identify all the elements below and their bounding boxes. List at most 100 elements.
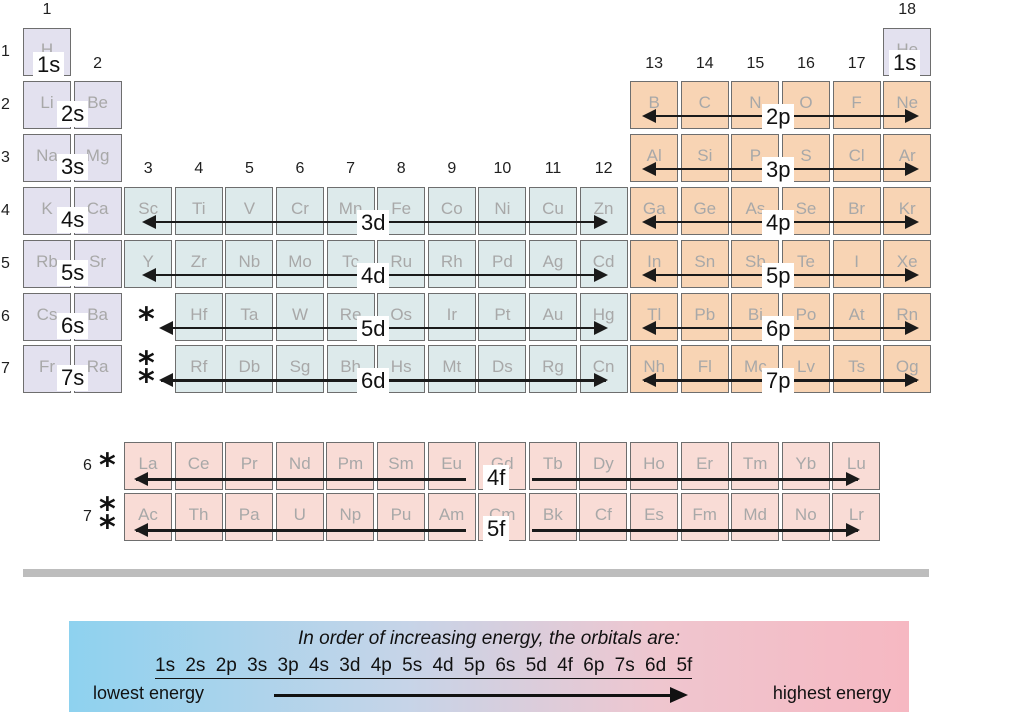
element-cell: U [275, 493, 324, 541]
element-symbol: Rh [440, 251, 463, 271]
legend-orbital: 4d [432, 655, 454, 676]
element-cell: Ir [427, 292, 476, 341]
legend-orbital: 5s [402, 655, 423, 676]
element-cell: Yb [781, 442, 830, 490]
element-cell: Dy [579, 442, 628, 490]
element-cell: Ni [478, 186, 527, 235]
element-symbol: P [749, 145, 762, 165]
orbital-label-p: 7p [762, 368, 795, 395]
element-symbol: Fm [692, 505, 717, 524]
lanthanide-marker: * [138, 299, 155, 338]
element-cell: Db [225, 345, 274, 394]
element-symbol: Cs [36, 304, 58, 324]
element-cell: Nd [275, 442, 324, 490]
element-symbol: K [41, 198, 53, 218]
group-label: 4 [194, 160, 204, 177]
element-symbol: Kr [898, 198, 916, 218]
element-symbol: Nb [238, 251, 261, 271]
orbital-label-d: 5d [357, 315, 390, 342]
actinide-marker: ** [138, 344, 155, 400]
element-symbol: As [745, 198, 766, 218]
element-cell: Cf [579, 493, 628, 541]
element-symbol: Be [87, 92, 108, 112]
group-label: 1 [42, 1, 52, 18]
element-symbol: Db [238, 357, 261, 377]
lanthanide-row-marker: * [99, 446, 116, 484]
element-symbol: Cl [848, 145, 865, 165]
element-symbol: Te [797, 251, 815, 271]
element-symbol: Eu [441, 454, 462, 473]
legend-orbital-sequence: 1s 2s 2p 3s 3p 4s 3d 4p 5s 4d 5p 6s 5d 4… [155, 655, 693, 679]
element-symbol: Ru [390, 251, 413, 271]
element-symbol: O [799, 92, 813, 112]
element-cell: Zn [579, 186, 628, 235]
element-symbol: Pb [694, 304, 716, 324]
element-symbol: Cr [291, 198, 309, 218]
group-label: 13 [645, 55, 664, 72]
element-symbol: Am [438, 505, 465, 524]
legend-orbital: 4f [557, 655, 573, 676]
element-cell: Rn [883, 292, 932, 341]
element-symbol: Bh [340, 357, 361, 377]
element-cell: Sc [124, 186, 173, 235]
element-cell: Md [731, 493, 780, 541]
element-symbol: Tb [542, 454, 563, 473]
element-cell: W [276, 292, 324, 341]
element-cell: Pm [326, 442, 375, 490]
element-cell: Np [326, 493, 375, 541]
group-label: 14 [695, 55, 714, 72]
element-symbol: Ra [86, 357, 109, 377]
element-symbol: Ds [492, 357, 513, 377]
group-label: 2 [93, 55, 103, 72]
element-symbol: Pt [494, 304, 511, 324]
orbital-label-s: 7s [57, 365, 89, 392]
element-symbol: Mt [442, 357, 462, 377]
element-cell: C [680, 80, 729, 129]
element-symbol: Sb [744, 251, 766, 271]
legend-low-label: lowest energy [93, 683, 205, 703]
element-symbol: Re [339, 304, 362, 324]
element-symbol: Rf [190, 357, 208, 377]
element-symbol: Fe [391, 198, 412, 218]
element-cell: Th [174, 493, 223, 541]
legend-orbital: 4p [370, 655, 392, 676]
legend-orbital: 2p [215, 655, 237, 676]
group-label: 7 [346, 160, 356, 177]
element-symbol: Si [697, 145, 713, 165]
element-cell: Cl [832, 133, 881, 182]
element-symbol: Mc [744, 357, 767, 377]
legend-title: In order of increasing energy, the orbit… [298, 628, 680, 649]
element-symbol: Ge [693, 198, 717, 218]
element-cell: Bk [528, 493, 577, 541]
element-symbol: Nd [288, 454, 311, 473]
orbital-arrow-left [134, 473, 466, 485]
element-cell: Ti [174, 186, 223, 235]
element-cell: Zr [174, 239, 223, 288]
element-symbol: Sn [694, 251, 716, 271]
element-symbol: Al [646, 145, 662, 165]
element-cell: Nb [225, 239, 274, 288]
element-cell: Ts [832, 345, 881, 394]
element-cell: Fl [680, 345, 729, 394]
orbital-label-s: 6s [57, 312, 89, 339]
element-symbol: C [698, 92, 711, 112]
element-symbol: Ag [542, 251, 564, 271]
period-label: 2 [1, 95, 10, 113]
element-symbol: Cd [592, 251, 615, 271]
element-symbol: Br [848, 198, 866, 218]
element-symbol: Lv [797, 357, 815, 377]
element-symbol: Ac [138, 505, 158, 524]
element-symbol: Cn [592, 357, 615, 377]
group-label: 15 [746, 55, 765, 72]
element-symbol: Li [40, 92, 54, 112]
element-cell: Ta [225, 292, 274, 341]
element-cell: Rg [529, 345, 577, 394]
element-cell: Sn [680, 239, 729, 288]
element-symbol: Lu [846, 454, 866, 473]
element-symbol: Po [795, 304, 817, 324]
element-symbol: Pu [390, 505, 412, 524]
element-symbol: Zr [190, 251, 207, 271]
element-symbol: Ho [643, 454, 665, 473]
element-symbol: V [243, 198, 256, 218]
